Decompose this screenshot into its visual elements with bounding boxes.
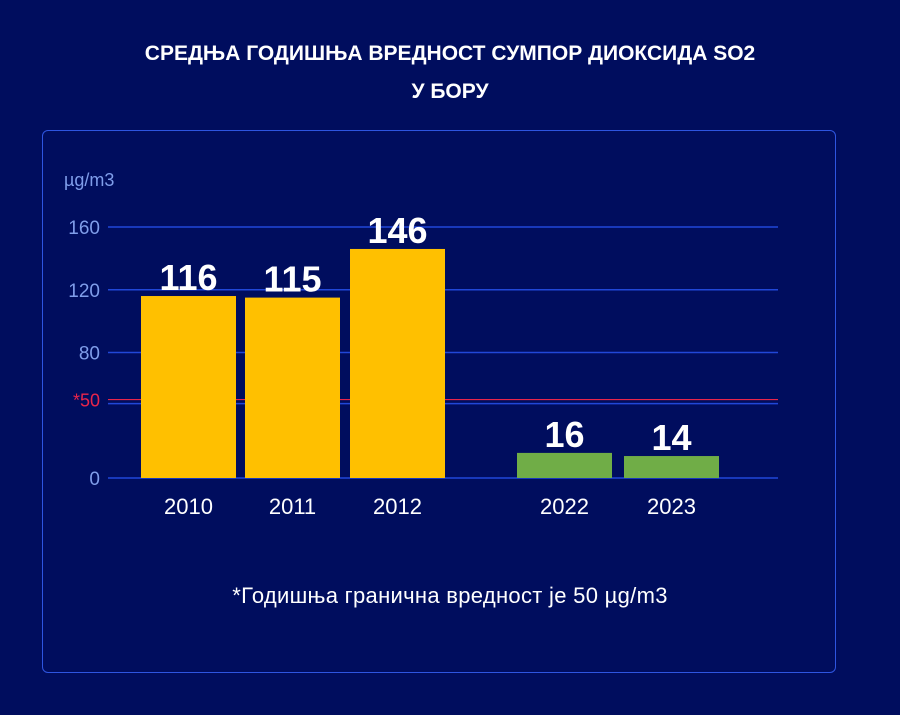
y-tick-label: 80 [79,344,100,365]
x-tick-label: 2011 [269,494,316,519]
value-label: 16 [544,414,584,455]
y-tick-label: 0 [89,469,100,490]
y-tick-label: 160 [68,218,100,239]
chart-title: СРЕДЊА ГОДИШЊА ВРЕДНОСТ СУМПОР ДИОКСИДА … [0,35,900,111]
x-tick-label: 2012 [373,494,422,519]
value-label: 115 [263,259,321,300]
y-tick-label: *50 [73,391,100,411]
title-line-1: СРЕДЊА ГОДИШЊА ВРЕДНОСТ СУМПОР ДИОКСИДА … [144,42,756,65]
y-tick-label: 120 [68,281,100,302]
x-tick-label: 2010 [164,494,213,519]
bar-2012 [350,248,445,478]
bar-2023 [624,456,719,478]
chart-panel [42,130,836,673]
footnote: *Годишња гранична вредност је 50 µg/m3 [232,583,668,608]
value-label: 14 [651,417,691,458]
y-axis-label: µg/m3 [64,170,114,190]
value-label: 116 [159,257,217,298]
title-line-2: У БОРУ [411,80,489,103]
x-tick-label: 2022 [540,494,589,519]
bar-2010 [141,296,236,478]
bar-2011 [245,297,340,478]
x-tick-label: 2023 [647,494,696,519]
bar-2022 [517,452,612,478]
value-label: 146 [367,210,427,251]
